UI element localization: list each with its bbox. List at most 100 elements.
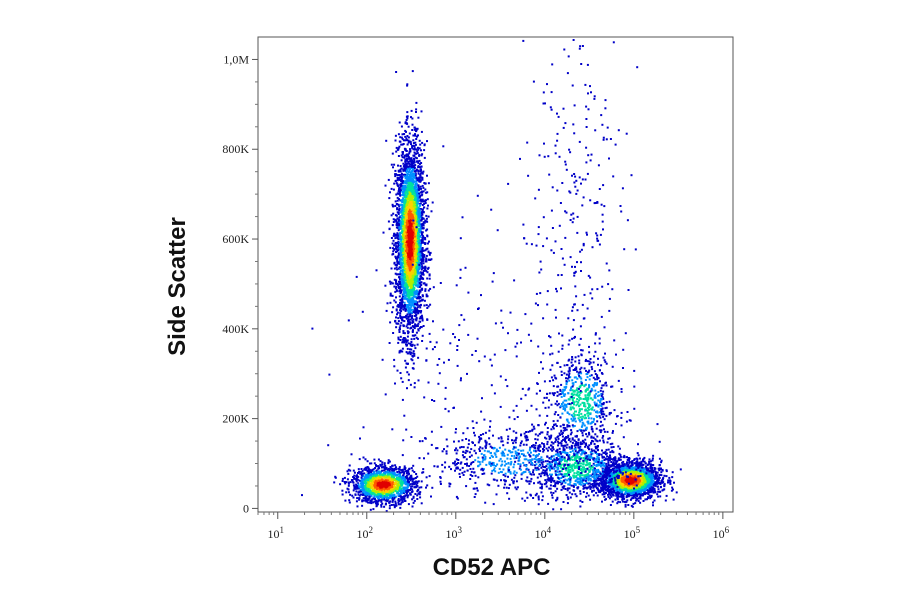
event-dot xyxy=(404,309,407,312)
event-dot xyxy=(398,470,401,473)
event-dot xyxy=(390,504,393,506)
event-dot xyxy=(417,329,420,332)
event-dot xyxy=(404,149,407,152)
event-dot xyxy=(411,331,414,333)
event-dot xyxy=(400,492,403,495)
event-dot xyxy=(403,212,406,215)
event-dot xyxy=(417,492,420,495)
event-dot xyxy=(420,110,423,113)
event-dot xyxy=(399,315,402,318)
event-dot xyxy=(411,334,414,337)
event-dot xyxy=(416,498,419,500)
event-dot xyxy=(396,268,399,271)
event-dot xyxy=(369,471,372,473)
event-dot xyxy=(419,202,422,205)
event-dot xyxy=(408,186,411,189)
event-dot xyxy=(392,332,395,334)
event-dot xyxy=(421,266,424,269)
event-dot xyxy=(406,241,409,244)
event-dot xyxy=(412,172,414,175)
event-dot xyxy=(425,304,428,307)
event-dot xyxy=(413,126,416,129)
event-dot xyxy=(341,493,344,496)
event-dot xyxy=(369,491,372,494)
event-dot xyxy=(384,184,387,187)
event-dot xyxy=(411,123,414,126)
event-dot xyxy=(367,481,369,484)
event-dot xyxy=(345,491,348,494)
event-dot xyxy=(412,496,415,499)
event-dot xyxy=(410,116,412,119)
event-dot xyxy=(401,133,404,136)
event-dot xyxy=(400,159,403,162)
event-dot xyxy=(398,227,401,230)
event-dot xyxy=(408,170,411,173)
event-dot xyxy=(390,187,393,190)
event-dot xyxy=(425,214,428,217)
event-dot xyxy=(397,467,400,470)
event-dot xyxy=(395,226,398,229)
event-dot xyxy=(419,306,422,309)
event-dot xyxy=(414,275,417,278)
event-dot xyxy=(421,208,424,211)
event-dot xyxy=(419,172,422,175)
event-dot xyxy=(411,231,414,234)
event-dot xyxy=(418,268,420,271)
event-dot xyxy=(425,260,428,263)
event-dot xyxy=(400,143,403,146)
event-dot xyxy=(407,494,410,497)
event-dot xyxy=(411,321,414,324)
event-dot xyxy=(400,482,403,485)
event-dot xyxy=(410,208,413,211)
event-dot xyxy=(395,248,398,251)
event-dot xyxy=(383,466,386,469)
event-dot xyxy=(404,494,407,497)
event-dot xyxy=(399,215,402,218)
event-dot xyxy=(421,210,424,213)
event-dot xyxy=(398,223,400,226)
event-dot xyxy=(414,127,417,130)
event-dot xyxy=(389,191,391,194)
event-dot xyxy=(407,319,409,322)
event-dot xyxy=(399,292,402,295)
event-dot xyxy=(378,482,381,485)
event-dot xyxy=(368,468,371,471)
event-dot xyxy=(379,464,382,467)
event-dot xyxy=(410,175,413,178)
event-dot xyxy=(422,170,425,173)
event-dot xyxy=(388,197,391,200)
event-dot xyxy=(397,244,400,247)
event-dot xyxy=(411,292,414,295)
event-dot xyxy=(413,161,416,164)
event-dot xyxy=(409,211,411,214)
event-dot xyxy=(432,320,434,323)
event-dot xyxy=(417,169,420,172)
event-dot xyxy=(391,224,394,227)
event-dot xyxy=(411,221,414,223)
event-dot xyxy=(378,497,380,500)
event-dot xyxy=(347,484,350,487)
event-dot xyxy=(421,334,424,337)
event-dot xyxy=(414,334,417,337)
event-dot xyxy=(410,229,413,232)
event-dot xyxy=(405,155,408,158)
event-dot xyxy=(414,296,417,299)
event-dot xyxy=(416,150,419,153)
event-dot xyxy=(412,236,415,239)
event-dot xyxy=(406,231,409,234)
event-dot xyxy=(422,256,424,259)
event-dot xyxy=(395,71,398,73)
event-dot xyxy=(398,331,401,333)
event-dot xyxy=(386,485,389,488)
event-dot xyxy=(421,234,424,237)
event-dot xyxy=(361,469,364,472)
event-dot xyxy=(411,343,414,346)
event-dot xyxy=(367,486,370,489)
event-dot xyxy=(399,227,402,230)
event-dot xyxy=(409,342,412,345)
event-dot xyxy=(355,483,358,486)
event-dot xyxy=(397,261,400,264)
event-dot xyxy=(403,273,406,276)
event-dot xyxy=(360,468,363,470)
event-dot xyxy=(415,129,418,132)
